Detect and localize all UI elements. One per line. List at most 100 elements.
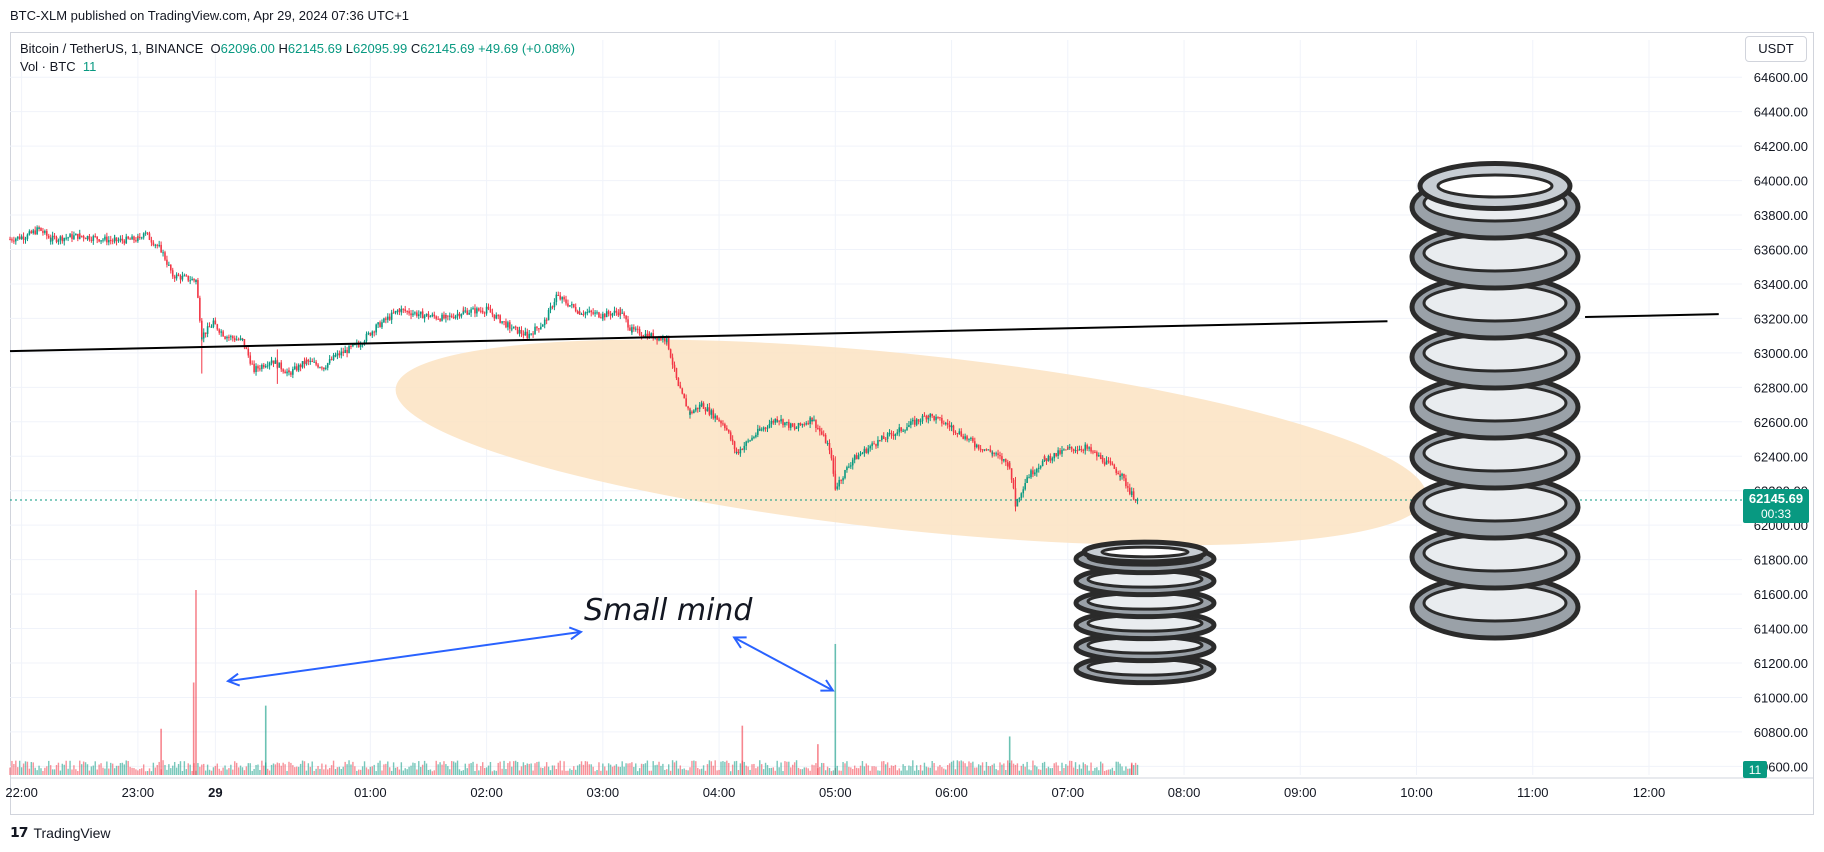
candle-body — [751, 437, 753, 441]
candle-body — [1018, 497, 1021, 500]
volume-bar — [247, 763, 249, 775]
volume-bar — [733, 761, 736, 775]
candle-body — [600, 317, 602, 319]
volume-bar — [338, 766, 341, 775]
candle-body — [894, 433, 897, 437]
volume-bar — [704, 770, 707, 775]
volume-bar — [241, 767, 244, 775]
volume-bar — [420, 766, 422, 775]
volume-bar — [392, 762, 395, 775]
volume-bar — [478, 770, 480, 775]
volume-bar — [237, 767, 240, 775]
candle-body — [1020, 493, 1023, 498]
candle-body — [627, 319, 629, 328]
volume-bar — [962, 761, 964, 775]
candle-body — [44, 230, 46, 233]
volume-bar — [890, 765, 893, 775]
volume-bar — [788, 761, 790, 775]
volume-bar — [611, 766, 614, 775]
volume-bar — [377, 762, 379, 775]
annotation-text[interactable]: Small mind — [584, 593, 753, 628]
candle-body — [685, 398, 687, 407]
candle-body — [1032, 470, 1034, 475]
candle-body — [47, 235, 50, 238]
volume-bar — [985, 761, 988, 775]
volume-bar — [28, 768, 31, 775]
candle-body — [979, 448, 982, 450]
candle-body — [737, 452, 740, 454]
volume-bar — [915, 765, 918, 775]
volume-bar — [381, 770, 383, 775]
volume-bar — [925, 766, 928, 775]
volume-bar — [522, 762, 525, 775]
arrow-right — [735, 638, 832, 690]
volume-bar — [24, 761, 27, 775]
volume-bar — [877, 770, 879, 775]
volume-bar — [1098, 770, 1100, 775]
volume-bar — [59, 770, 62, 775]
volume-bar — [681, 769, 683, 775]
candle-body — [16, 236, 19, 239]
candle-body — [788, 421, 790, 428]
volume-bar — [507, 763, 509, 775]
volume-bar — [1127, 768, 1129, 775]
volume-bar — [1010, 760, 1013, 775]
volume-bar — [883, 761, 885, 775]
candle-body — [402, 308, 405, 310]
candle-body — [468, 312, 470, 315]
candle-body — [954, 431, 957, 433]
candle-body — [987, 449, 990, 451]
volume-bar — [46, 766, 48, 775]
volume-bar — [536, 761, 538, 775]
candle-body — [367, 332, 370, 334]
candle-body — [1003, 459, 1005, 461]
volume-bar — [1032, 760, 1034, 775]
candle-body — [200, 320, 203, 340]
candle-body — [489, 309, 492, 313]
volume-bar — [71, 769, 73, 775]
volume-bar — [418, 761, 420, 775]
volume-bar — [53, 769, 56, 775]
volume-label[interactable]: Vol · BTC — [20, 59, 76, 74]
candle-body — [673, 364, 676, 368]
y-tick-label: 63400.00 — [1754, 277, 1808, 292]
currency-selector[interactable]: USDT — [1745, 36, 1807, 62]
volume-bar — [57, 762, 60, 775]
candle-body — [749, 440, 751, 442]
volume-bar — [945, 769, 947, 775]
x-tick-label: 07:00 — [1052, 785, 1085, 800]
volume-bar — [514, 760, 517, 775]
candle-body — [476, 308, 478, 314]
footer-brand[interactable]: 𝟭𝟳 TradingView — [10, 824, 111, 841]
volume-bar — [1028, 769, 1030, 775]
volume-spike — [160, 728, 162, 775]
volume-bar — [586, 761, 589, 775]
volume-bar — [317, 765, 319, 775]
candle-body — [135, 240, 137, 242]
y-tick-label: 60600.00 — [1754, 759, 1808, 774]
candle-body — [919, 421, 922, 423]
volume-bar — [232, 769, 234, 775]
volume-bar — [921, 770, 924, 775]
volume-bar — [42, 771, 44, 775]
volume-bar — [646, 760, 649, 775]
volume-bar — [137, 770, 139, 775]
volume-bar — [1080, 768, 1083, 775]
candle-body — [702, 403, 705, 409]
candle-body — [855, 455, 858, 460]
candle-body — [102, 239, 104, 241]
candle-body — [873, 443, 875, 445]
volume-bar — [555, 769, 558, 775]
volume-bar — [865, 763, 868, 775]
candle-body — [437, 318, 439, 320]
volume-bar — [511, 766, 513, 775]
symbol-name[interactable]: Bitcoin / TetherUS, 1, BINANCE — [20, 41, 204, 56]
candle-body — [319, 367, 321, 369]
volume-bar — [77, 771, 79, 775]
x-tick-label: 22:00 — [5, 785, 38, 800]
volume-bar — [1113, 770, 1115, 775]
volume-bar — [551, 765, 554, 775]
candle-body — [1061, 449, 1063, 454]
volume-bar — [495, 770, 497, 775]
